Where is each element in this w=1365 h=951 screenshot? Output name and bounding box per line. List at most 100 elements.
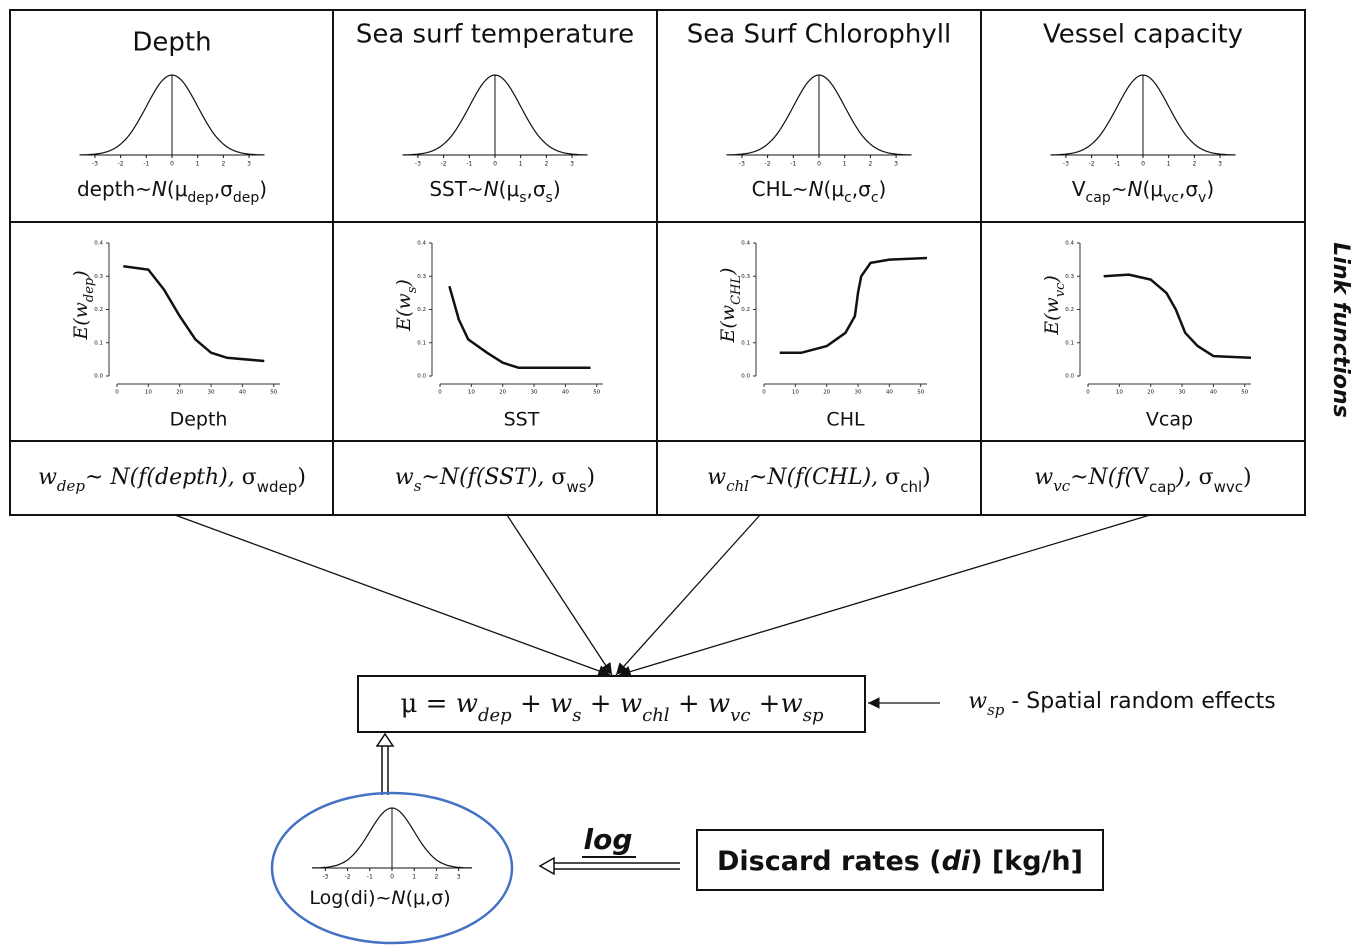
- text-segment: ,σ: [527, 177, 546, 201]
- discard-box: [696, 829, 1104, 891]
- link-x-tick-label: 30: [1179, 390, 1186, 396]
- link-curve: [1103, 273, 1252, 359]
- text-segment: ws: [566, 478, 586, 496]
- text-segment: ): [393, 279, 415, 287]
- link-y-tick-label: 0.0: [417, 374, 426, 380]
- text-segment: ,σ: [1179, 177, 1198, 201]
- link-y-label: E(ws): [393, 279, 420, 332]
- link-x-tick-label: 0: [438, 390, 442, 396]
- bell-tick-label: -2: [441, 161, 447, 168]
- text-segment: vc: [1163, 190, 1179, 206]
- bell-tick-label: -1: [466, 161, 472, 168]
- weight-formula: wchl~N(f(CHL), σchl): [707, 465, 930, 496]
- text-segment: chl: [900, 478, 922, 496]
- text-segment: w: [620, 689, 642, 719]
- text-segment: E(w: [717, 305, 739, 344]
- text-segment: σ: [885, 465, 900, 490]
- column-title: Sea surf temperature: [356, 20, 634, 50]
- bell-tick-label: 0: [170, 161, 174, 168]
- bell-tick-label: -3: [92, 161, 98, 168]
- link-x-tick-label: 20: [499, 390, 506, 396]
- text-segment: ): [1243, 465, 1252, 490]
- text-segment: ~N(f(CHL),: [749, 465, 885, 490]
- text-segment: wdep: [257, 478, 298, 496]
- link-y-tick-label: 0.1: [94, 340, 103, 346]
- bell-tick-label: -1: [143, 161, 149, 168]
- link-y-tick-label: 0.4: [417, 241, 426, 247]
- distribution-formula: Vcap~N(μvc,σv): [1072, 177, 1214, 207]
- link-y-tick-label: 0.2: [417, 307, 426, 313]
- text-segment: +: [670, 689, 708, 719]
- text-segment: N: [1127, 177, 1142, 201]
- link-y-tick-label: 0.0: [741, 374, 750, 380]
- text-segment: E(w: [70, 302, 92, 341]
- link-y-tick-label: 0.2: [94, 307, 103, 313]
- link-x-tick-label: 30: [208, 390, 215, 396]
- link-x-tick-label: 40: [886, 390, 893, 396]
- bell-tick-label: -3: [1063, 161, 1069, 168]
- link-y-tick-label: 0.3: [1065, 274, 1074, 280]
- bell-tick-label: -2: [1089, 161, 1095, 168]
- link-x-tick-label: 0: [1086, 390, 1090, 396]
- bell-tick-label: 2: [544, 161, 548, 168]
- log-distribution: Log(di)~N(μ,σ): [309, 887, 450, 909]
- text-segment: c: [871, 190, 879, 206]
- text-segment: ): [587, 465, 596, 490]
- bell-tick-label: -2: [765, 161, 771, 168]
- distribution-formula: depth~N(μdep,σdep): [77, 177, 267, 207]
- bell-tick-label: 0: [390, 874, 394, 881]
- link-y-label: E(wdep): [70, 270, 97, 340]
- bell-tick-label: -2: [345, 874, 351, 881]
- bell-tick-label: 2: [1192, 161, 1196, 168]
- mu-equation: μ = wdep + ws + wchl + wvc +wsp: [401, 689, 824, 726]
- text-segment: dep: [187, 190, 214, 206]
- link-x-label: Vcap: [1146, 409, 1193, 431]
- text-segment: V: [1132, 465, 1150, 490]
- text-segment: (μ: [824, 177, 845, 201]
- bell-tick-label: -2: [118, 161, 124, 168]
- text-segment: ): [1041, 275, 1063, 283]
- link-curve: [123, 265, 265, 363]
- link-y-tick-label: 0.4: [94, 241, 103, 247]
- text-segment: N: [391, 887, 405, 909]
- text-segment: ~: [1111, 177, 1128, 201]
- text-segment: ),: [1175, 465, 1199, 490]
- text-segment: w: [708, 689, 730, 719]
- column-title: Vessel capacity: [1043, 20, 1243, 50]
- text-segment: CHL~: [752, 177, 809, 201]
- text-segment: cap: [1149, 478, 1176, 496]
- text-segment: depth~: [77, 177, 152, 201]
- bell-tick-label: -3: [322, 874, 328, 881]
- link-x-tick-label: 30: [855, 390, 862, 396]
- text-segment: w: [456, 689, 478, 719]
- text-segment: (μ: [167, 177, 188, 201]
- link-y-label: E(wCHL): [717, 268, 744, 344]
- bell-tick-label: 2: [435, 874, 439, 881]
- link-x-label: SST: [504, 409, 540, 431]
- text-segment: σ: [551, 465, 566, 490]
- bell-tick-label: -3: [415, 161, 421, 168]
- text-segment: σ: [242, 465, 257, 490]
- text-segment: vc: [730, 705, 750, 726]
- link-curve: [448, 285, 591, 369]
- text-segment: σ: [1199, 465, 1214, 490]
- link-x-tick-label: 50: [593, 390, 600, 396]
- link-x-tick-label: 50: [270, 390, 277, 396]
- text-segment: w: [550, 689, 572, 719]
- text-segment: E(w: [393, 293, 415, 332]
- text-segment: ): [297, 465, 306, 490]
- link-x-label: Depth: [170, 409, 228, 431]
- text-segment: dep: [233, 190, 260, 206]
- text-segment: chl: [726, 477, 749, 495]
- text-segment: μ =: [401, 689, 456, 719]
- text-segment: vc: [1053, 477, 1070, 495]
- text-segment: Discard rates (: [717, 846, 942, 877]
- text-segment: w: [707, 465, 726, 490]
- text-segment: ): [879, 177, 887, 201]
- link-x-tick-label: 10: [468, 390, 475, 396]
- text-segment: w: [395, 465, 414, 490]
- text-segment: (μ: [1142, 177, 1163, 201]
- link-x-tick-label: 20: [1147, 390, 1154, 396]
- text-segment: ): [553, 177, 561, 201]
